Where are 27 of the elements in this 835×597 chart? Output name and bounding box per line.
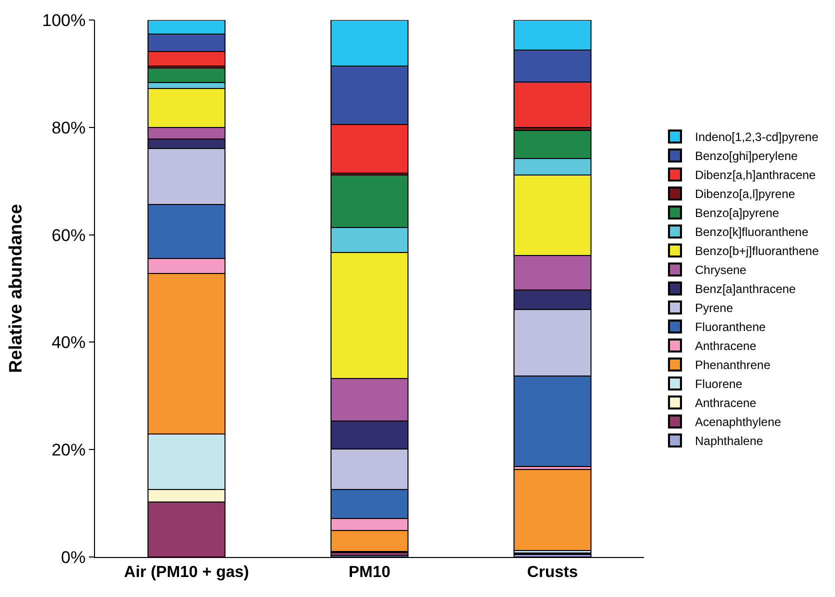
x-tick-label: Air (PM10 + gas): [124, 564, 249, 582]
y-tick-label: 0%: [61, 548, 86, 567]
legend-label: Naphthalene: [694, 434, 764, 448]
legend-label: Phenanthrene: [694, 358, 771, 372]
legend-label: Benzo[b+j]fluoranthene: [694, 244, 820, 258]
legend-label: Fluoranthene: [694, 320, 766, 334]
x-tick-label: Crusts: [527, 564, 578, 582]
legend-label: Chrysene: [694, 263, 747, 278]
y-tick-label: 40%: [52, 333, 86, 352]
legend-label: Fluorene: [694, 377, 743, 392]
y-tick-label: 20%: [52, 440, 86, 460]
legend-label: Anthracene: [694, 396, 757, 410]
legend-label: Benzo[a]pyrene: [694, 206, 780, 220]
legend-label: Benz[a]anthracene: [694, 282, 796, 296]
y-axis-title: Relative abundance: [5, 204, 26, 374]
x-tick-label: PM10: [348, 564, 390, 582]
y-tick-label: 80%: [52, 118, 86, 138]
legend-label: Benzo[ghi]perylene: [694, 149, 798, 164]
legend-label: Dibenz[a,h]anthracene: [694, 168, 816, 182]
legend-label: Benzo[k]fluoranthene: [694, 225, 809, 240]
legend-label: Pyrene: [694, 301, 734, 316]
legend-label: Acenaphthylene: [694, 415, 782, 430]
legend-label: Indeno[1,2,3-cd]pyrene: [694, 130, 819, 144]
y-tick-label: 60%: [52, 226, 86, 245]
legend-label: Dibenzo[a,l]pyrene: [694, 187, 796, 202]
legend-label: Anthracene: [694, 339, 757, 354]
y-tick-label: 100%: [42, 10, 86, 30]
